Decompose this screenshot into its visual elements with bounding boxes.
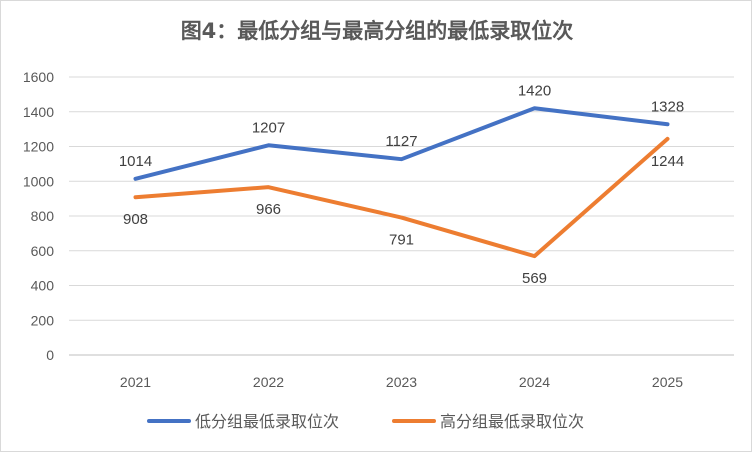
y-tick-label: 200 (31, 312, 55, 328)
x-tick-label: 2025 (652, 374, 683, 390)
y-tick-label: 600 (31, 243, 55, 259)
data-label: 569 (522, 270, 547, 287)
chart-title: 图4：最低分组与最高分组的最低录取位次 (180, 19, 574, 43)
y-tick-label: 400 (31, 278, 55, 294)
x-tick-label: 2022 (253, 374, 284, 390)
series-line-low (133, 106, 670, 181)
data-label: 1207 (252, 119, 285, 136)
y-tick-label: 0 (46, 347, 54, 363)
data-label: 1420 (518, 82, 551, 99)
y-tick-label: 1200 (23, 139, 54, 155)
x-tick-label: 2023 (386, 374, 417, 390)
x-tick-label: 2021 (120, 374, 151, 390)
y-tick-label: 1000 (23, 173, 54, 189)
y-tick-label: 1600 (23, 69, 54, 85)
data-label: 908 (123, 211, 148, 228)
y-tick-label: 800 (31, 208, 55, 224)
data-label: 1328 (651, 98, 684, 115)
data-label: 966 (256, 201, 281, 218)
data-label: 1244 (651, 153, 684, 170)
data-label: 1014 (119, 153, 152, 170)
legend-label: 高分组最低录取位次 (440, 413, 584, 431)
series-line-high (133, 136, 670, 259)
data-label: 791 (389, 232, 414, 249)
x-tick-label: 2024 (519, 374, 550, 390)
data-label: 1127 (385, 133, 417, 150)
y-tick-label: 1400 (23, 104, 54, 120)
legend-label: 低分组最低录取位次 (195, 413, 339, 431)
